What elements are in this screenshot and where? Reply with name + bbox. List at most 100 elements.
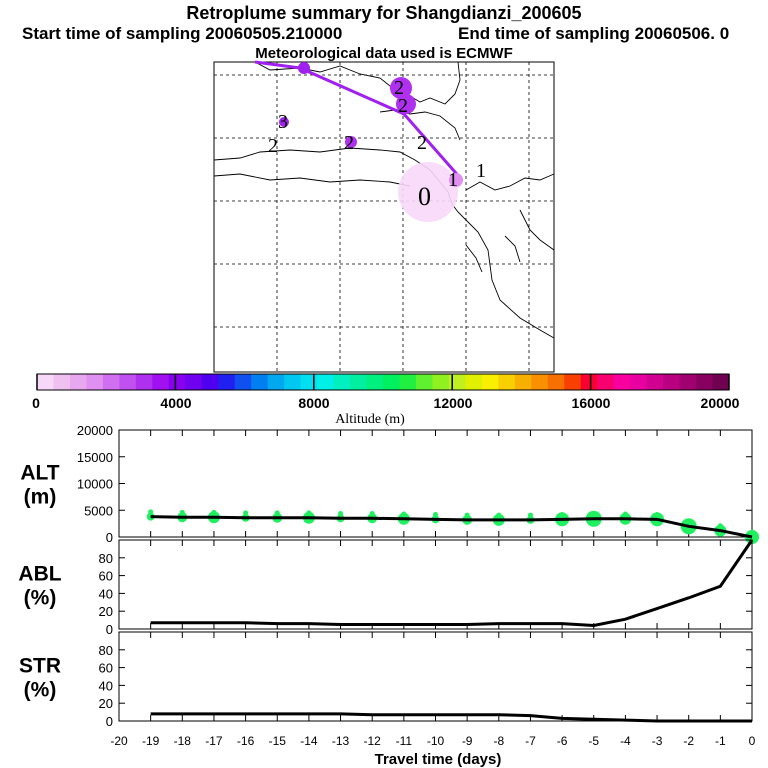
y-tick-label: 40 xyxy=(99,678,113,693)
colorbar-swatch xyxy=(218,374,236,390)
map-frame xyxy=(213,61,555,373)
x-tick-label: -5 xyxy=(588,734,599,748)
colorbar-swatch xyxy=(251,374,269,390)
plume-point xyxy=(396,94,416,114)
colorbar-swatch xyxy=(317,374,335,390)
colorbar-swatch xyxy=(152,374,170,390)
map-labels: 2 2 3 2 2 2 1 1 0 xyxy=(268,77,486,211)
y-tick-label: 80 xyxy=(99,643,113,658)
map-label: 1 xyxy=(448,169,458,191)
panel-ylabel: STR xyxy=(19,655,61,678)
series-line xyxy=(150,515,753,539)
colorbar-swatch xyxy=(37,374,54,390)
panel-ylabel-unit: (%) xyxy=(24,679,57,702)
map-gridlines xyxy=(214,62,554,372)
x-tick-label: -6 xyxy=(557,734,568,748)
alt-spread-point xyxy=(369,510,375,516)
panel-str: 0 20 40 60 80 STR(%) xyxy=(19,631,753,729)
alt-spread-point xyxy=(527,512,533,518)
x-tick-label: -4 xyxy=(620,734,631,748)
x-axis-label: Travel time (days) xyxy=(375,751,502,768)
alt-spread-point xyxy=(591,511,597,517)
x-tick-label: -13 xyxy=(332,734,350,748)
alt-spread-point xyxy=(622,511,628,517)
x-tick-label: -17 xyxy=(205,734,223,748)
x-tick-label: -16 xyxy=(237,734,255,748)
alt-spread-point xyxy=(274,510,280,516)
colorbar-swatch xyxy=(267,374,285,390)
colorbar-swatch xyxy=(465,374,483,390)
colorbar-swatch xyxy=(201,374,219,390)
colorbar-swatch xyxy=(663,374,681,390)
colorbar-swatch xyxy=(53,374,71,390)
colorbar-tick: 20000 xyxy=(701,395,740,411)
map-label: 2 xyxy=(394,77,404,99)
panel-frame xyxy=(118,631,753,722)
colorbar-swatch xyxy=(366,374,384,390)
panel-alt: 0 5000 10000 15000 20000 ALT(m) xyxy=(20,423,759,545)
colorbar-swatch xyxy=(399,374,417,390)
panel-ylabel: ABL xyxy=(18,563,61,586)
alt-spread-point xyxy=(433,512,438,518)
alt-spread-point xyxy=(306,510,312,516)
x-tick-label: -12 xyxy=(364,734,382,748)
y-tick-label: 10000 xyxy=(77,477,113,492)
x-tick-label: -18 xyxy=(174,734,192,748)
y-tick-label: 15000 xyxy=(77,450,113,465)
y-tick-label: 40 xyxy=(99,586,113,601)
colorbar-swatch xyxy=(350,374,368,390)
x-tick-label: -19 xyxy=(142,734,160,748)
colorbar-swatch xyxy=(119,374,137,390)
met-data-note: Meteorological data used is ECMWF xyxy=(255,45,513,62)
colorbar-swatch xyxy=(234,374,252,390)
alt-spread-point xyxy=(464,512,470,518)
map-label: 0 xyxy=(418,182,431,211)
colorbar-swatch xyxy=(481,374,499,390)
x-tick-label: -1 xyxy=(715,734,726,748)
panel-ylabel: ALT xyxy=(20,462,59,485)
x-tick-label: -14 xyxy=(300,734,318,748)
alt-spread-point xyxy=(148,509,154,515)
colorbar-swatch xyxy=(679,374,697,390)
x-tick-label: -8 xyxy=(493,734,504,748)
colorbar-swatch xyxy=(185,374,203,390)
x-tick-label: -7 xyxy=(525,734,536,748)
colorbar-swatch xyxy=(597,374,615,390)
alt-spread-point xyxy=(559,512,565,518)
colorbar-swatch xyxy=(284,374,302,390)
x-tick-label: 0 xyxy=(749,734,756,748)
x-tick-label: -15 xyxy=(269,734,287,748)
colorbar-swatch xyxy=(613,374,631,390)
map-label: 3 xyxy=(278,111,288,133)
x-tick-label: -2 xyxy=(683,734,694,748)
colorbar-swatch xyxy=(333,374,351,390)
colorbar-swatch xyxy=(135,374,153,390)
series-line xyxy=(150,539,754,627)
colorbar-swatch xyxy=(168,374,186,390)
plume-point xyxy=(345,136,357,148)
colorbar-label: Altitude (m) xyxy=(335,412,405,427)
colorbar-swatch xyxy=(630,374,648,390)
colorbar-swatch xyxy=(498,374,516,390)
map-label: 2 xyxy=(417,132,427,154)
plume-point xyxy=(279,117,289,127)
y-tick-label: 60 xyxy=(99,569,113,584)
x-tick-label: -20 xyxy=(110,734,128,748)
panel-ylabel-unit: (%) xyxy=(24,587,57,610)
alt-spread-point xyxy=(211,509,217,515)
alt-spread-point xyxy=(717,523,723,529)
colorbar-tick: 0 xyxy=(32,395,40,411)
colorbar-swatch xyxy=(531,374,549,390)
end-time: End time of sampling 20060506. 0 xyxy=(458,24,730,43)
plume-point xyxy=(298,62,310,74)
colorbar-swatch xyxy=(383,374,400,390)
colorbar-swatch xyxy=(102,374,120,390)
colorbar-swatch xyxy=(564,374,582,390)
x-tick-label: -10 xyxy=(427,734,445,748)
panel-ylabel-unit: (m) xyxy=(24,486,57,509)
y-tick-label: 0 xyxy=(106,530,113,545)
alt-spread-point xyxy=(338,510,344,516)
colorbar-tick: 16000 xyxy=(572,395,611,411)
x-tick-label: -3 xyxy=(652,734,663,748)
y-tick-label: 0 xyxy=(106,714,113,729)
